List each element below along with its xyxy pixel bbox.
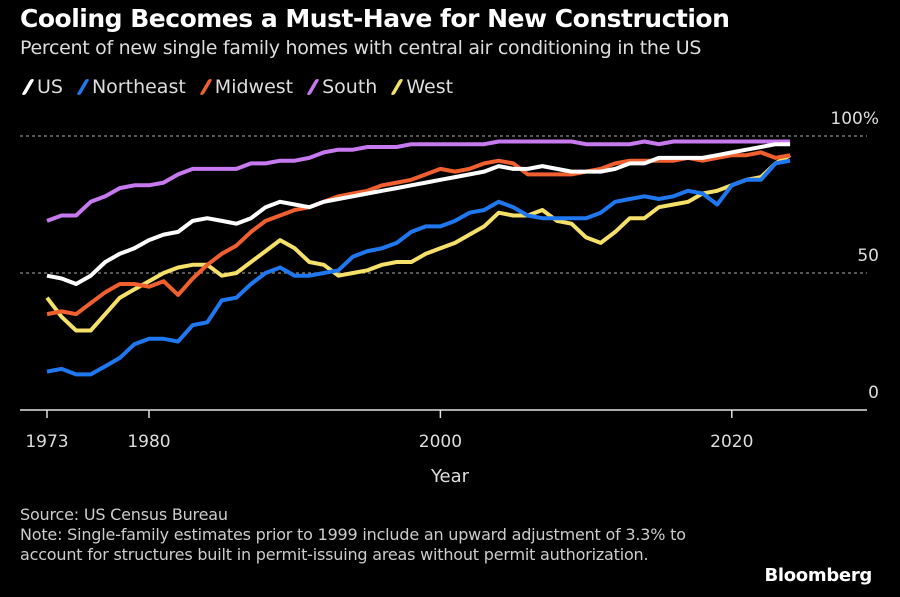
y-tick-label: 100% <box>830 109 879 129</box>
legend-item-south[interactable]: South <box>305 76 377 98</box>
y-tick-label: 50 <box>857 246 879 266</box>
legend-item-midwest[interactable]: Midwest <box>198 76 293 98</box>
legend: US Northeast Midwest South West <box>20 76 453 98</box>
footer: Source: US Census Bureau Note: Single-fa… <box>20 505 740 565</box>
x-tick-label: 2000 <box>419 432 462 452</box>
methodology-note: Note: Single-family estimates prior to 1… <box>20 525 686 564</box>
x-tick-label: 2020 <box>710 432 753 452</box>
series-line-west <box>45 153 792 333</box>
chart-title: Cooling Becomes a Must-Have for New Cons… <box>20 4 730 33</box>
series-lines <box>45 139 792 377</box>
source-note: Source: US Census Bureau <box>20 505 228 524</box>
legend-label-west: West <box>406 76 454 98</box>
bloomberg-logo: Bloomberg <box>764 565 872 586</box>
series-line-us <box>46 142 791 286</box>
x-tick-label: 1980 <box>127 432 170 452</box>
series-line-northeast <box>46 158 791 377</box>
legend-label-midwest: Midwest <box>214 76 294 98</box>
legend-item-northeast[interactable]: Northeast <box>75 76 186 98</box>
legend-item-us[interactable]: US <box>20 76 63 98</box>
x-axis-label: Year <box>430 466 470 487</box>
x-tick-label: 1973 <box>25 432 68 452</box>
legend-item-west[interactable]: West <box>389 76 453 98</box>
y-tick-label: 0 <box>868 383 879 403</box>
legend-label-south: South <box>322 76 378 98</box>
axes: 0 50 100% 1973 1980 2000 2020 Year <box>20 109 879 487</box>
legend-label-northeast: Northeast <box>91 76 186 98</box>
series-line-midwest <box>46 150 791 317</box>
chart-subtitle: Percent of new single family homes with … <box>20 37 702 59</box>
legend-label-us: US <box>37 76 63 98</box>
series-line-south <box>46 139 791 223</box>
